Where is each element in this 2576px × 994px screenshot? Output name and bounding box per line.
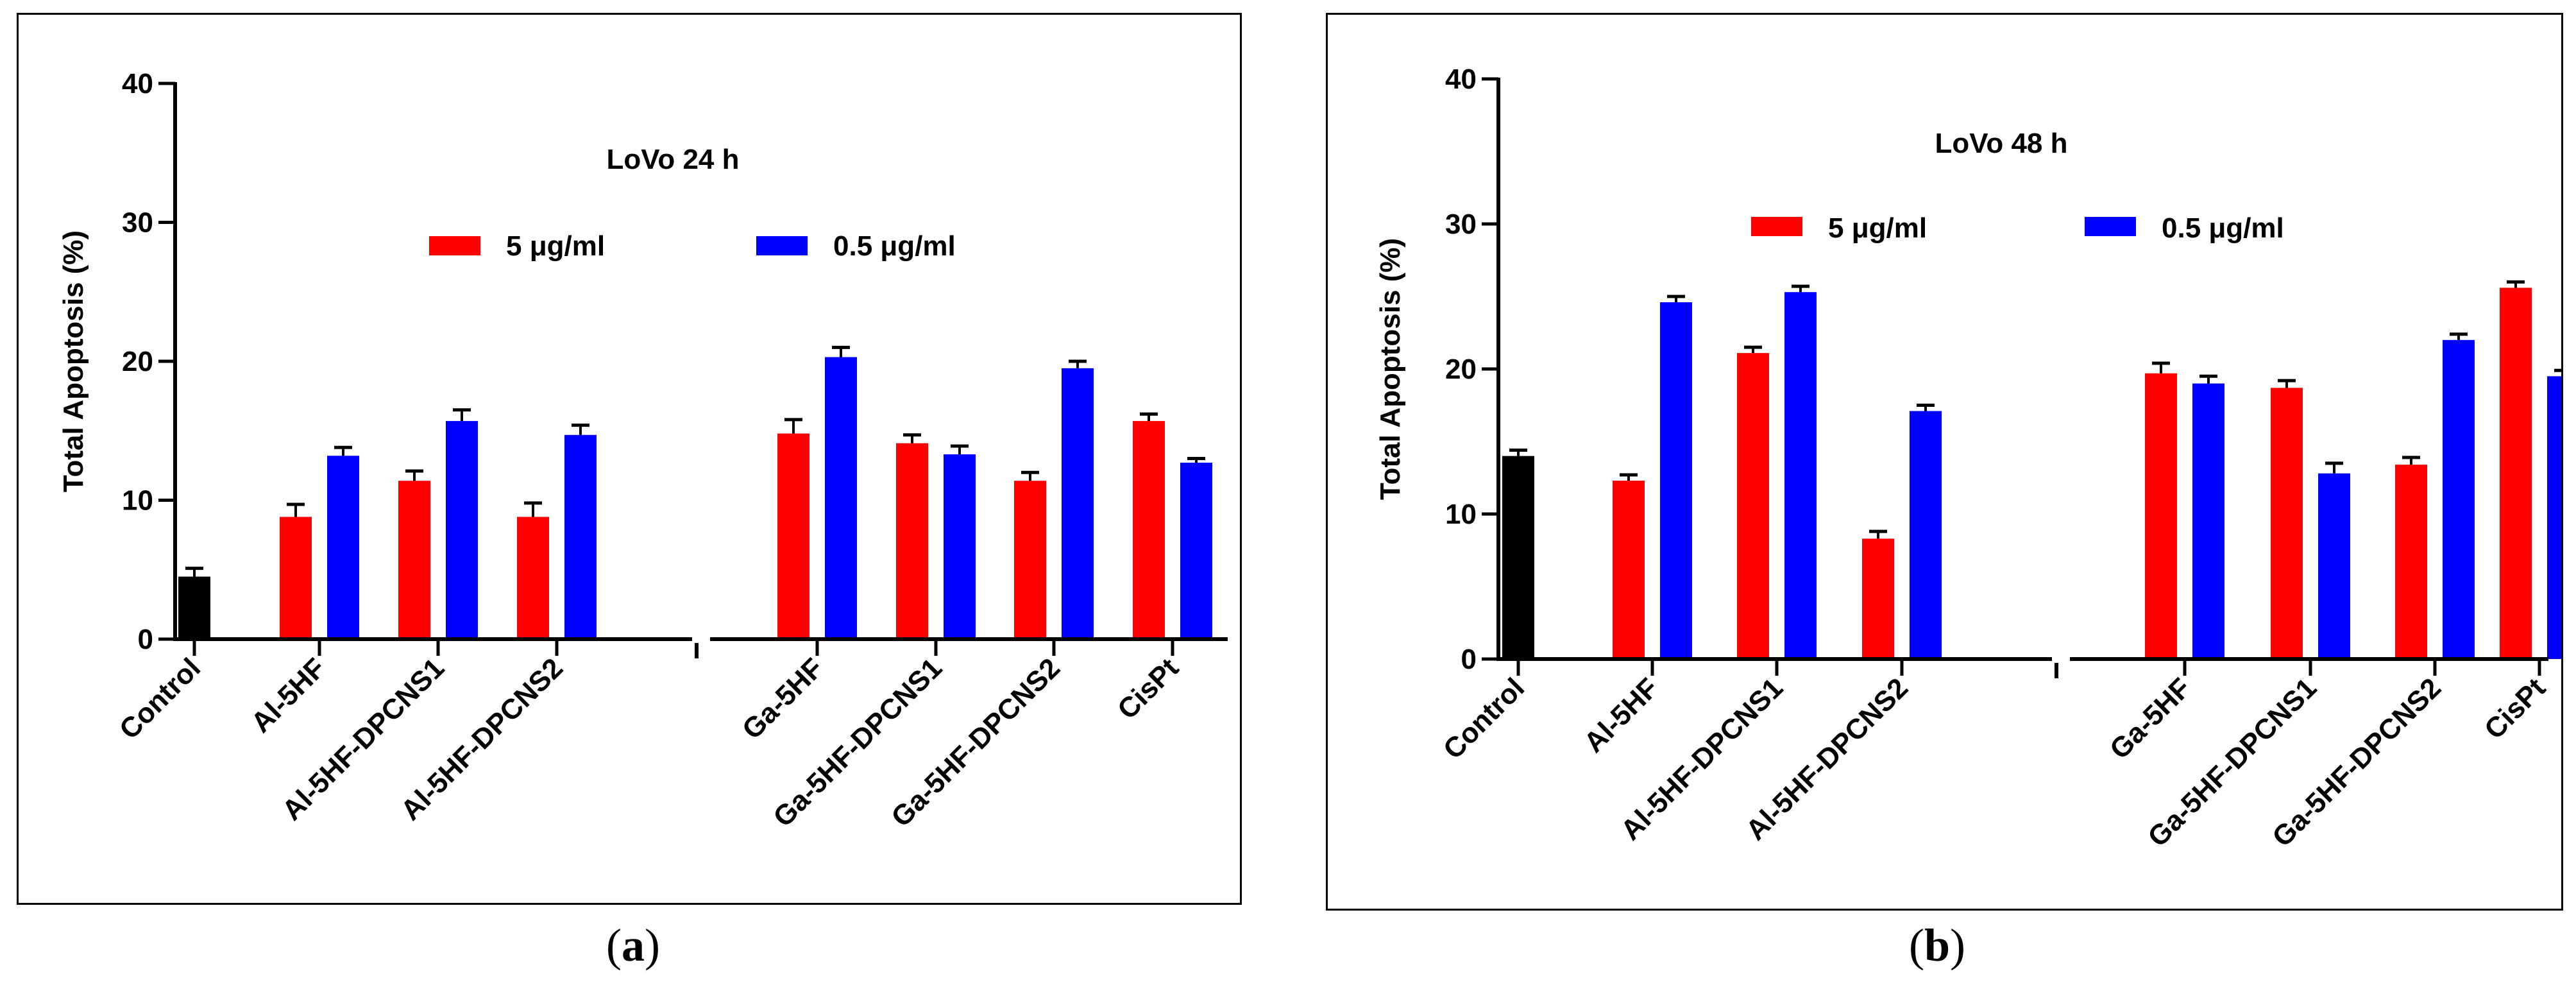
chart-b-bar-s2-2: [1784, 292, 1817, 660]
chart-b-x-tick-label: CisPt: [2479, 672, 2552, 745]
chart-a-y-tick-label: 10: [122, 485, 153, 517]
chart-a-bar-s1-5: [896, 443, 928, 639]
chart-a-bar-s1-6: [1014, 481, 1046, 639]
caption-b: (b): [1909, 920, 1966, 971]
chart-b-x-tick-label: Ga-5HF: [2104, 672, 2197, 765]
chart-a-legend-swatch-1: [429, 236, 480, 255]
caption-a: (a): [606, 920, 660, 971]
chart-a-bar-s2-6: [1062, 368, 1094, 639]
chart-b-legend-label-2: 0.5 μg/ml: [2162, 212, 2284, 244]
chart-a-y-axis-title: Total Apoptosis (%): [58, 230, 89, 492]
chart-b-y-tick-label: 30: [1445, 209, 1477, 240]
chart-b-bar-s1-2: [1737, 353, 1769, 659]
chart-b-bar-s2-6: [2443, 339, 2475, 659]
chart-a-x-tick-label: Ga-5HF: [736, 652, 829, 745]
chart-a-bar-s2-5: [944, 454, 976, 639]
chart-panel-a: 0 10 20 30 40 Control Al-5HF Al-5HF-DPCNS1 Al-5H…: [17, 13, 1242, 905]
chart-a-bar-s2-1: [327, 456, 359, 639]
chart-b-y-tick-label: 20: [1445, 354, 1477, 385]
chart-a-bar-s1-1: [280, 517, 312, 639]
chart-b-bar-s1-1: [1613, 481, 1645, 659]
chart-b-x-tick-label: Control: [1437, 672, 1530, 765]
chart-b-y-axis-title: Total Apoptosis (%): [1375, 238, 1406, 500]
chart-a-bar-s2-7: [1180, 463, 1212, 639]
chart-a-bar-s1-2: [398, 481, 430, 639]
chart-b-legend-swatch-1: [1751, 217, 1802, 236]
chart-a-legend-label-1: 5 μg/ml: [506, 230, 605, 262]
chart-b-bar-s2-1: [1660, 302, 1692, 659]
chart-b-bar-s2-5: [2318, 473, 2350, 659]
chart-b-bar-control: [1502, 456, 1534, 659]
chart-a-y-tick-label: 0: [138, 624, 153, 655]
chart-a-y-tick-label: 40: [122, 68, 153, 99]
chart-b-x-tick-label: Al-5HF: [1578, 672, 1665, 758]
chart-panel-b: 0 10 20 30 40 Control Al-5HF Al-5HF-DPCNS1 Al-5H…: [1326, 13, 2563, 911]
chart-b-bar-s1-6: [2395, 465, 2427, 659]
chart-b-legend-label-1: 5 μg/ml: [1828, 212, 1927, 244]
chart-a-x-tick-label: Control: [114, 652, 207, 745]
chart-b-legend-swatch-2: [2085, 217, 2136, 236]
chart-b-bar-s2-4: [2192, 383, 2224, 659]
chart-a-legend-swatch-2: [756, 236, 808, 255]
chart-b-bar-s1-3: [1862, 538, 1894, 659]
chart-b-y-tick-label: 0: [1461, 644, 1477, 675]
chart-a-title: LoVo 24 h: [607, 144, 740, 175]
chart-b-bar-s2-3: [1910, 411, 1942, 659]
chart-b-bar-s1-7: [2500, 287, 2532, 659]
chart-b-y-tick-label: 10: [1445, 499, 1477, 530]
chart-a-bar-s1-3: [517, 517, 549, 639]
chart-b-bar-s1-4: [2145, 373, 2177, 659]
chart-a-y-tick-label: 30: [122, 207, 153, 239]
chart-b-title: LoVo 48 h: [1935, 128, 2068, 159]
chart-a-x-tick-label: Al-5HF: [245, 652, 332, 739]
chart-a-bar-control: [178, 576, 210, 639]
chart-b-y-tick-label: 40: [1445, 64, 1477, 95]
chart-a-bar-s1-7: [1133, 421, 1165, 639]
chart-b-bar-s1-5: [2271, 388, 2303, 659]
chart-a-bar-s1-4: [777, 433, 809, 639]
chart-a-bar-s2-2: [446, 421, 478, 639]
chart-a-bar-s2-4: [825, 357, 857, 639]
chart-a-legend-label-2: 0.5 μg/ml: [833, 230, 956, 262]
chart-b-bar-s2-7: [2547, 376, 2561, 659]
chart-a-x-tick-label: CisPt: [1112, 652, 1185, 725]
chart-a-y-tick-label: 20: [122, 346, 153, 377]
chart-a-bar-s2-3: [564, 434, 597, 639]
